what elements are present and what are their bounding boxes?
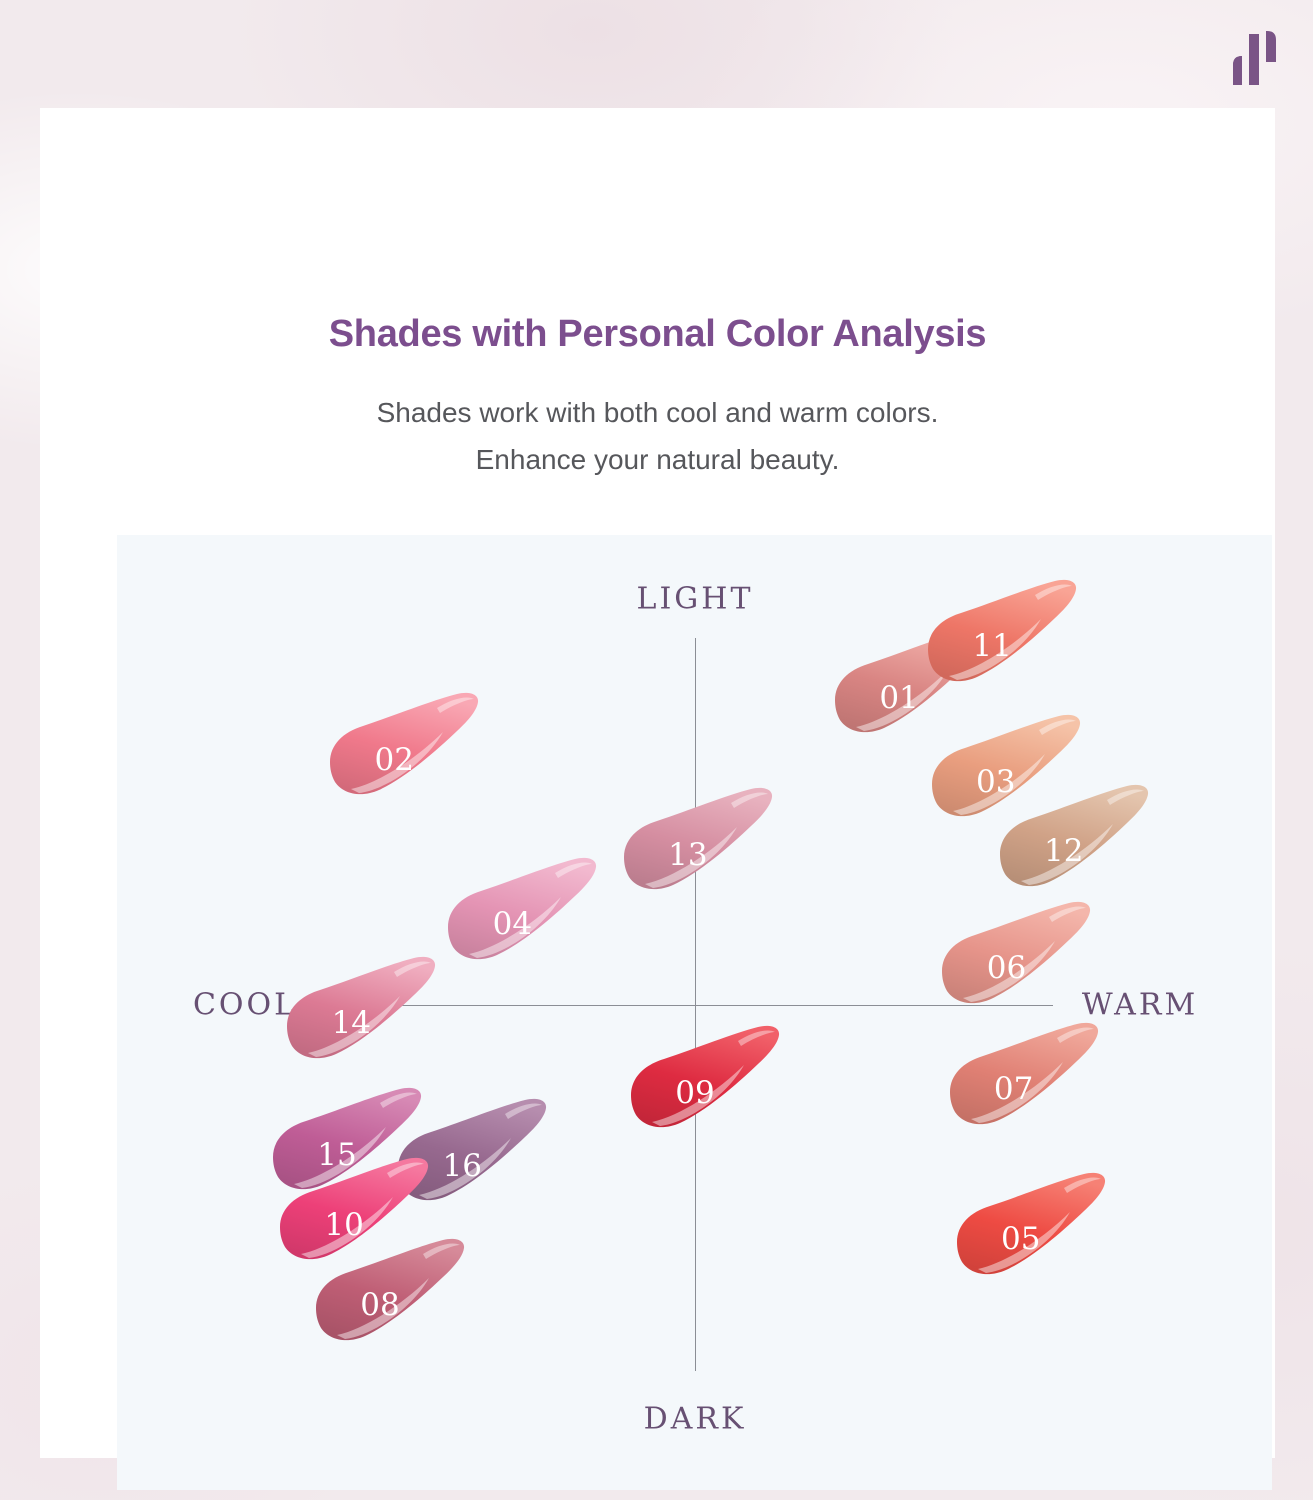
page-title: Shades with Personal Color Analysis — [328, 313, 987, 355]
lip-smear-icon — [949, 1022, 1098, 1124]
shade-swatch-06: 06 — [933, 899, 1103, 1019]
lip-smear-icon — [623, 788, 772, 890]
shade-number: 05 — [1001, 1221, 1041, 1258]
shade-swatch-02: 02 — [321, 690, 491, 810]
axis-label-dark: DARK — [643, 1401, 747, 1437]
shade-swatch-13: 13 — [615, 785, 785, 905]
lip-smear-icon — [928, 579, 1077, 681]
shade-number: 08 — [360, 1287, 400, 1324]
shade-swatch-03: 03 — [923, 712, 1093, 832]
horizontal-axis-line — [323, 1005, 1053, 1006]
shade-number: 13 — [668, 836, 708, 873]
subtitle-line-2: Enhance your natural beauty. — [475, 444, 840, 475]
shade-number: 14 — [331, 1005, 372, 1042]
shade-number: 15 — [317, 1137, 357, 1174]
shade-swatch-15: 15 — [264, 1085, 434, 1205]
lip-smear-icon — [956, 1172, 1105, 1274]
brand-logo-icon — [1233, 31, 1276, 85]
shade-number: 03 — [975, 763, 1016, 800]
lip-smear-icon — [398, 1099, 547, 1201]
subtitle-line-1: Shades work with both cool and warm colo… — [376, 397, 939, 428]
lip-smear-icon — [280, 1157, 429, 1260]
shade-number: 09 — [675, 1074, 715, 1111]
shade-number: 07 — [993, 1071, 1034, 1108]
shade-number: 01 — [879, 679, 919, 716]
lip-smear-icon — [942, 901, 1091, 1003]
shade-swatch-12: 12 — [991, 782, 1161, 902]
shade-swatch-10: 10 — [271, 1155, 441, 1275]
logo-bars — [1233, 31, 1276, 85]
shade-swatch-07: 07 — [941, 1020, 1111, 1140]
lip-smear-icon — [448, 857, 597, 960]
lip-smear-icon — [315, 1238, 464, 1340]
shade-swatch-04: 04 — [439, 855, 609, 975]
shade-number: 06 — [986, 950, 1027, 987]
shade-swatch-08: 08 — [307, 1236, 477, 1356]
vertical-axis-line — [695, 638, 696, 1371]
axis-label-cool: COOL — [192, 987, 298, 1023]
shade-swatch-09: 09 — [622, 1023, 792, 1143]
lip-smear-icon — [287, 956, 436, 1058]
axis-label-warm: WARM — [1081, 987, 1199, 1023]
content-card: Shades with Personal Color Analysis Shad… — [40, 108, 1275, 1490]
lip-smear-icon — [330, 693, 479, 795]
shade-number: 12 — [1043, 833, 1084, 870]
shade-swatch-16: 16 — [389, 1096, 559, 1216]
shade-number: 04 — [492, 906, 533, 943]
shade-number: 16 — [442, 1148, 483, 1185]
shade-number: 11 — [972, 628, 1012, 665]
shade-swatch-11: 11 — [919, 577, 1089, 697]
shade-swatch-14: 14 — [278, 954, 448, 1074]
shade-number: 02 — [374, 741, 414, 778]
lip-smear-icon — [630, 1026, 779, 1128]
shade-quadrant-chart: LIGHT DARK COOL WARM 01 11 02 03 12 13 04 06 14 0… — [117, 535, 1272, 1490]
shade-number: 10 — [324, 1206, 364, 1243]
lip-smear-icon — [999, 784, 1148, 886]
axis-label-light: LIGHT — [636, 581, 754, 617]
lip-smear-icon — [931, 714, 1080, 817]
lip-smear-icon — [272, 1088, 421, 1190]
shade-swatch-05: 05 — [948, 1170, 1118, 1290]
